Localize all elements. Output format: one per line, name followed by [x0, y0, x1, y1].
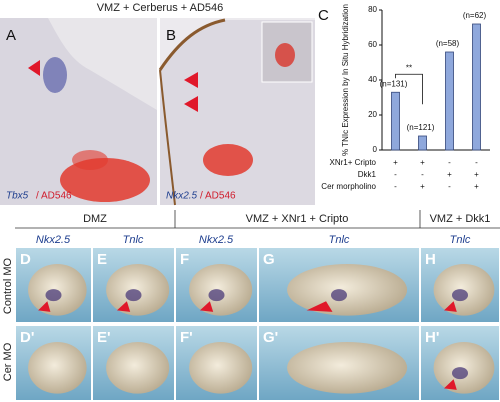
condition-label: XNr1+ Cripto [330, 158, 377, 167]
column-label: Nkx2.5 [36, 234, 71, 246]
y-tick-label: 20 [368, 110, 377, 119]
panel-b: B Nkx2.5 / AD546 [158, 18, 315, 206]
panel-letter: D' [20, 329, 34, 346]
panel-c: C % TNIc Expression by In Situ Hybridiza… [318, 4, 490, 191]
value-annotation: (n=131) [380, 79, 408, 88]
y-tick-label: 80 [368, 5, 377, 14]
arrowhead [306, 301, 333, 312]
bar [445, 51, 454, 151]
arrowhead [28, 60, 40, 76]
stain [208, 289, 225, 302]
panel-letter: H' [425, 329, 439, 346]
embryo [106, 341, 170, 394]
condition-label: Dkk1 [358, 170, 377, 179]
panel-a: A Tbx5 / AD546 [0, 18, 157, 205]
row-label: Control MO [2, 257, 14, 314]
panel-letter: E' [97, 329, 111, 346]
panel-letter: H [425, 251, 436, 268]
panel-letter: G [263, 251, 275, 268]
value-annotation: (n=121) [407, 123, 435, 132]
embryo-photos: D E F G H D' E' F' G' H' [16, 248, 499, 400]
condition-sign: + [474, 182, 479, 191]
condition-sign: + [420, 158, 425, 167]
column-label: Tnlc [450, 234, 471, 246]
y-tick-label: 0 [373, 145, 378, 154]
y-axis-label: % TNIc Expression by In Situ Hybridizati… [341, 4, 350, 156]
stain [331, 289, 347, 302]
value-annotation: (n=58) [436, 39, 460, 48]
y-tick-label: 60 [368, 40, 377, 49]
embryo [189, 341, 253, 394]
value-annotation: (n=62) [463, 11, 487, 20]
significance-bracket [395, 73, 423, 105]
embryo [106, 263, 170, 316]
group-label: VMZ + Dkk1 [430, 213, 491, 225]
embryo [189, 263, 253, 316]
significance-label: ** [406, 63, 412, 72]
column-label: Nkx2.5 [199, 234, 234, 246]
panel-letter: E [97, 251, 107, 268]
row-label: Cer MO [2, 342, 14, 381]
arrowhead [116, 301, 131, 312]
condition-sign: - [394, 170, 397, 179]
condition-sign: + [420, 182, 425, 191]
stain [125, 289, 142, 302]
arrowhead [444, 301, 457, 312]
panel-letter: A [6, 27, 16, 44]
stain-label: Nkx2.5 [166, 191, 198, 202]
condition-label: Cer morpholino [321, 182, 376, 191]
tracer-label: / AD546 [36, 191, 72, 202]
condition-sign: + [393, 158, 398, 167]
tracer-label: / AD546 [200, 191, 236, 202]
condition-sign: + [447, 170, 452, 179]
condition-sign: - [475, 158, 478, 167]
bar [391, 91, 400, 151]
embryo [433, 341, 495, 394]
condition-sign: + [474, 170, 479, 179]
panel-letter: F [180, 251, 189, 268]
panel-letter: C [318, 7, 329, 24]
panel-letter: F' [180, 329, 193, 346]
condition-sign: - [421, 170, 424, 179]
embryo [287, 341, 408, 394]
embryo [28, 341, 87, 394]
panel-letter: G' [263, 329, 278, 346]
arrowhead [38, 301, 51, 312]
condition-sign: - [448, 158, 451, 167]
figure-title: VMZ + Cerberus + AD546 [97, 2, 224, 14]
embryo [433, 263, 495, 316]
condition-sign: - [448, 182, 451, 191]
stain [452, 289, 468, 302]
group-label: DMZ [83, 213, 107, 225]
panel-letter: B [166, 27, 176, 44]
column-label: Tnlc [329, 234, 350, 246]
arrowhead [444, 379, 457, 390]
column-label: Tnlc [123, 234, 144, 246]
stain-label: Tbx5 [6, 191, 29, 202]
bar [418, 135, 427, 151]
bar [472, 23, 481, 151]
embryo [28, 263, 87, 316]
group-label: VMZ + XNr1 + Cripto [246, 213, 349, 225]
stain [452, 367, 468, 380]
panel-letter: D [20, 251, 31, 268]
embryo [287, 263, 408, 316]
y-tick-label: 40 [368, 75, 377, 84]
stain [45, 289, 62, 302]
bottom-headers: DMZ VMZ + XNr1 + Cripto VMZ + Dkk1 Nkx2.… [2, 210, 500, 381]
condition-sign: - [394, 182, 397, 191]
arrowhead [199, 301, 214, 312]
